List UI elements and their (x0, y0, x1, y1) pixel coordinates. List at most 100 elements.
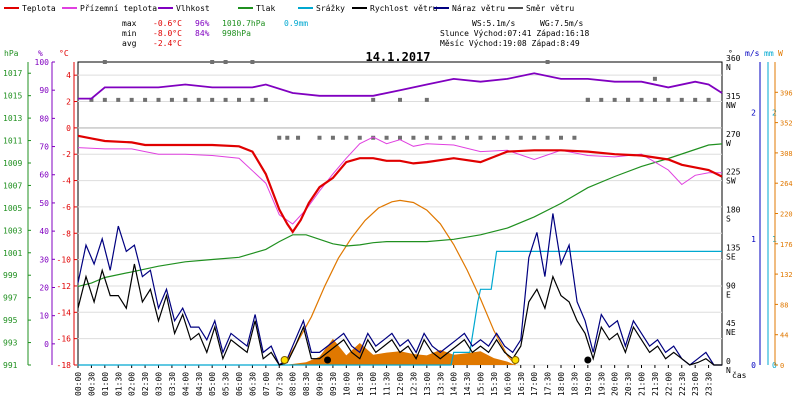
dir-tick-compass: SW (726, 177, 736, 186)
dir-tick-label: 180 (726, 206, 741, 215)
press-tick-label: 1011 (3, 137, 22, 146)
x-tick-label: 16:00 (503, 372, 512, 396)
series-sun-path (283, 199, 516, 366)
hum-axis-title: % (38, 49, 43, 58)
x-tick-label: 10:00 (342, 372, 351, 396)
stat-moon: Měsíc Východ:19:08 Západ:8:49 (440, 39, 580, 48)
x-tick-label: 06:00 (235, 372, 244, 396)
x-tick-label: 23:00 (691, 372, 700, 396)
rad-tick-label: 308 (780, 150, 793, 158)
dir-tick-label: 45 (726, 319, 736, 328)
x-tick-label: 19:30 (597, 372, 606, 396)
moon-marker (584, 356, 592, 364)
x-tick-label: 21:00 (638, 372, 647, 396)
wind-dir-point (693, 97, 698, 102)
temp-tick-label: -12 (57, 282, 72, 291)
press-tick-label: 995 (3, 316, 18, 325)
rad-tick-label: 352 (780, 120, 793, 128)
x-tick-label: 22:00 (664, 372, 673, 396)
legend: Teplota Přízemní teplota Vlhkost Tlak Srážky… (4, 4, 574, 13)
rad-tick-label: 0 (780, 362, 784, 370)
wind-dir-point (156, 97, 161, 102)
dir-tick-label: 90 (726, 281, 736, 290)
temp-tick-label: -2 (61, 150, 71, 159)
hum-tick-label: 80 (39, 114, 49, 123)
x-tick-label: 14:30 (463, 372, 472, 396)
x-tick-label: 20:30 (624, 372, 633, 396)
wind-dir-point (183, 97, 188, 102)
series-layer (77, 60, 723, 366)
stat-wg: WG:7.5m/s (540, 19, 584, 28)
legend-label: Směr větru (526, 4, 574, 13)
wind-dir-point (357, 135, 362, 140)
wind-dir-point (438, 135, 443, 140)
x-tick-label: 20:00 (611, 372, 620, 396)
x-tick-label: 17:30 (544, 372, 553, 396)
wind-dir-point (424, 97, 429, 102)
stat-min-label: min (122, 29, 137, 38)
series-rain-line (78, 250, 722, 366)
temp-tick-label: 0 (66, 124, 71, 133)
series-temperature-line (77, 134, 723, 234)
x-tick-label: 07:00 (262, 372, 271, 396)
hum-tick-label: 90 (39, 86, 49, 95)
wind-dir-point (679, 97, 684, 102)
legend-label: Přízemní teplota (80, 4, 157, 13)
x-tick-label: 08:30 (302, 372, 311, 396)
wind-tick-label: 0 (751, 361, 756, 370)
x-tick-label: 17:00 (530, 372, 539, 396)
rad-tick-label: 220 (780, 211, 793, 219)
legend-label: Vlhkost (176, 4, 210, 13)
wind-dir-point (706, 97, 711, 102)
wind-dir-point (532, 135, 537, 140)
rain-tick-label: 0 (772, 361, 777, 370)
wind-dir-point (277, 135, 282, 140)
legend-label: Teplota (22, 4, 56, 13)
series-wind-line (77, 263, 722, 366)
wind-dir-point (451, 135, 456, 140)
wind-dir-point (223, 97, 228, 102)
legend-label: Srážky (316, 4, 345, 13)
wind-dir-point (210, 60, 215, 64)
x-tick-label: 00:00 (74, 372, 83, 396)
stats-panel: max -0.6°C 96% 1010.7hPa 0.9mm min -8.0°… (122, 19, 589, 48)
sun-marker (280, 356, 289, 364)
temp-tick-label: -10 (57, 256, 72, 265)
dir-tick-compass: N (726, 366, 731, 375)
stat-max-temp: -0.6°C (153, 19, 182, 28)
press-tick-label: 993 (3, 339, 18, 348)
temp-tick-label: -16 (57, 335, 72, 344)
wind-dir-point (585, 97, 590, 102)
stat-min-hum: 84% (195, 29, 210, 38)
hum-tick-label: 100 (35, 58, 50, 67)
wind-dir-point (102, 97, 107, 102)
x-tick-label: 16:30 (517, 372, 526, 396)
x-tick-label: 03:00 (155, 372, 164, 396)
x-tick-label: 19:00 (584, 372, 593, 396)
legend-label: Náraz větru (452, 4, 505, 13)
x-axis-title: čas (732, 370, 747, 380)
x-tick-label: 09:30 (329, 372, 338, 396)
wind-dir-point (505, 135, 510, 140)
wind-dir-point (210, 97, 215, 102)
x-tick-label: 23:30 (705, 372, 714, 396)
x-tick-label: 12:00 (396, 372, 405, 396)
x-tick-label: 13:30 (436, 372, 445, 396)
x-tick-label: 21:30 (651, 372, 660, 396)
wind-dir-point (285, 135, 290, 140)
dir-tick-compass: SE (726, 252, 736, 261)
wind-dir-point (237, 97, 241, 102)
wind-dir-point (371, 135, 376, 140)
rad-tick-label: 396 (780, 89, 793, 97)
wind-dir-point (545, 60, 550, 64)
x-tick-label: 12:30 (409, 372, 418, 396)
wind-dir-point (612, 97, 617, 102)
x-tick-label: 04:30 (195, 372, 204, 396)
wind-dir-point (599, 97, 604, 102)
wind-dir-point (384, 135, 389, 140)
wind-dir-point (491, 135, 496, 140)
x-tick-label: 15:00 (477, 372, 486, 396)
press-tick-label: 1009 (3, 159, 22, 168)
dir-tick-label: 360 (726, 54, 741, 63)
